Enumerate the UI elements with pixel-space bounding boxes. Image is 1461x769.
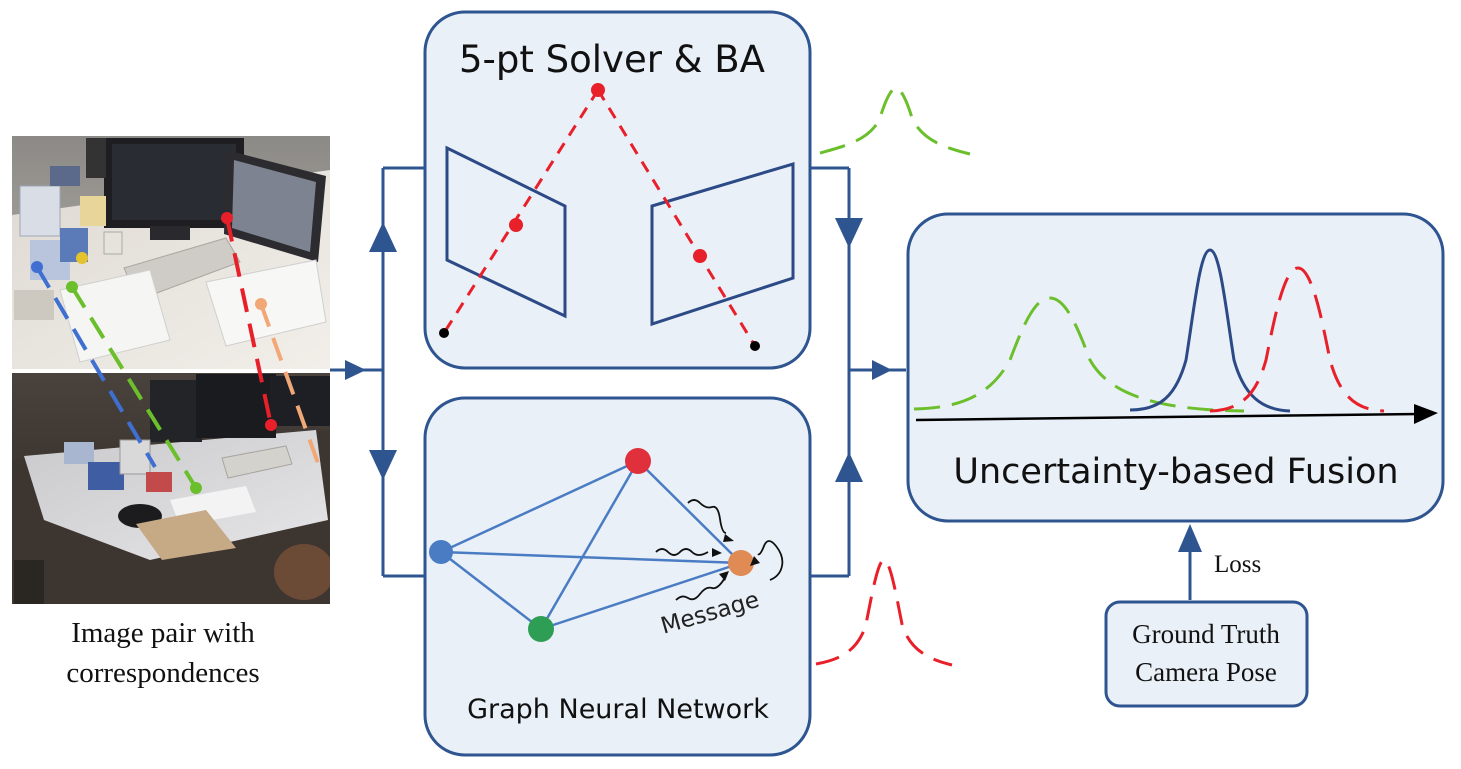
solver-title: 5-pt Solver & BA xyxy=(459,38,765,81)
input-caption-line1: Image pair with xyxy=(71,617,255,649)
fusion-title: Uncertainty-based Fusion xyxy=(953,452,1398,492)
arrowhead-fusion xyxy=(872,360,892,380)
projection-ray-right xyxy=(596,89,757,347)
projection-right xyxy=(693,249,707,263)
fusion-box: Uncertainty-based Fusion xyxy=(906,212,1445,523)
arrowhead-loss xyxy=(1178,524,1202,552)
input-image-pair xyxy=(12,136,330,604)
projection-ray-left xyxy=(442,89,600,334)
fusion-axis-arrowhead xyxy=(1414,404,1438,424)
camera-plane-left xyxy=(445,145,567,319)
camera-center-right xyxy=(750,341,760,351)
correspondence-green xyxy=(70,285,198,490)
camera-plane-right xyxy=(650,161,795,327)
bottom-photo xyxy=(12,373,330,604)
graph-node-green xyxy=(528,616,554,642)
correspondence-peach xyxy=(259,303,321,467)
arrowhead-up-right xyxy=(835,452,863,482)
input-caption-line2: correspondences xyxy=(66,657,259,689)
arrowhead-input xyxy=(345,360,366,380)
fusion-curve-red xyxy=(1209,266,1385,413)
fusion-axis xyxy=(915,412,1421,422)
ground-truth-line1: Ground Truth xyxy=(1132,619,1280,649)
ground-truth-line2: Camera Pose xyxy=(1135,657,1277,687)
solver-uncertainty-curve xyxy=(819,86,971,156)
3d-point xyxy=(591,83,605,97)
message-arrows xyxy=(655,499,784,601)
graph-node-red xyxy=(625,448,651,474)
correspondence-lines xyxy=(31,212,321,494)
gnn-title: Graph Neural Network xyxy=(467,694,769,725)
arrowhead-down-left xyxy=(369,450,397,480)
arrowhead-down-right xyxy=(835,218,863,248)
arrowhead-up-left xyxy=(369,222,397,252)
ground-truth-box: Ground Truth Camera Pose xyxy=(1104,600,1309,708)
gnn-uncertainty-curve xyxy=(815,558,953,667)
gnn-box: Message Graph Neural Network xyxy=(423,396,812,757)
projection-left xyxy=(509,218,523,232)
correspondence-blue xyxy=(35,265,157,469)
solver-box: 5-pt Solver & BA xyxy=(423,10,812,370)
graph-edges xyxy=(440,459,742,631)
fusion-curve-fused xyxy=(1129,248,1291,413)
loss-label: Loss xyxy=(1214,551,1261,578)
graph-node-blue xyxy=(429,540,453,564)
top-photo xyxy=(12,136,330,369)
fusion-curve-green xyxy=(913,296,1245,413)
camera-center-left xyxy=(439,328,449,338)
graph-node-orange xyxy=(728,550,754,576)
connector-arrowheads xyxy=(345,218,1202,552)
